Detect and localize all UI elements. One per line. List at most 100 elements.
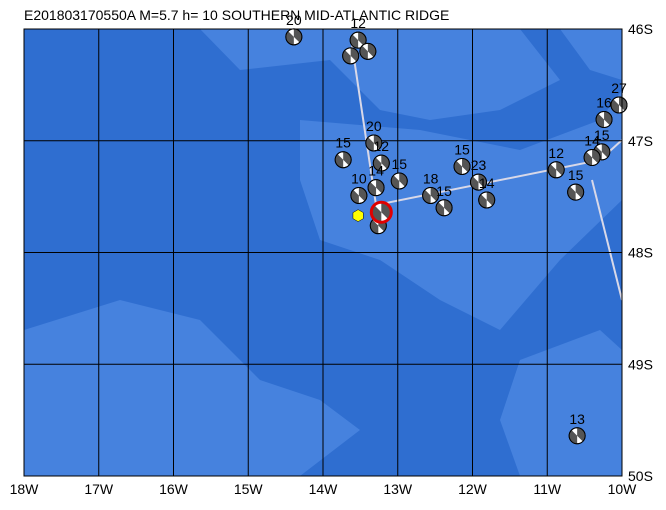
depth-label: 14 xyxy=(368,163,384,179)
beachball xyxy=(359,42,377,60)
depth-label: 15 xyxy=(594,127,610,143)
x-tick-label: 10W xyxy=(608,481,638,497)
x-tick-label: 12W xyxy=(458,481,488,497)
depth-label: 15 xyxy=(335,135,351,151)
beachball xyxy=(365,134,383,152)
beachball xyxy=(478,191,496,209)
beachball xyxy=(547,161,565,179)
beachball-quadrant xyxy=(567,184,584,201)
beachball-quadrant xyxy=(350,32,367,49)
beachball-quadrant xyxy=(584,149,600,166)
beachball xyxy=(285,28,303,46)
beachball-quadrant xyxy=(373,155,390,172)
beachball-outline xyxy=(567,183,585,201)
beachball xyxy=(568,427,586,445)
y-tick-label: 48S xyxy=(628,245,653,261)
beachball xyxy=(350,187,368,205)
beachball xyxy=(567,183,585,201)
beachball-quadrant xyxy=(342,47,359,64)
beachball-quadrant xyxy=(391,172,408,189)
beachball-quadrant xyxy=(350,187,367,204)
beachball xyxy=(390,172,408,190)
beachball xyxy=(334,151,352,169)
beachball-outline xyxy=(349,31,367,49)
beachball-outline xyxy=(478,191,496,209)
beachball-outline xyxy=(547,161,565,179)
depth-label: 16 xyxy=(596,95,612,111)
beachball-quadrant xyxy=(470,174,487,191)
depth-label: 15 xyxy=(568,167,584,183)
beachball-outline xyxy=(359,42,377,60)
depth-label: 15 xyxy=(436,183,452,199)
beachball-quadrant xyxy=(569,427,586,444)
beachball xyxy=(349,31,367,49)
beachball-outline xyxy=(610,96,628,114)
beachball-quadrant xyxy=(436,199,452,216)
depth-label: 20 xyxy=(366,118,382,134)
beachball-outline xyxy=(469,173,487,191)
beachball-quadrant xyxy=(359,43,376,60)
depth-label: 27 xyxy=(611,80,627,96)
beachball xyxy=(435,199,453,217)
beachball-quadrant xyxy=(365,134,382,151)
beachball-quadrant xyxy=(611,96,627,113)
beachball xyxy=(583,149,601,167)
beachball xyxy=(469,173,487,191)
beachball-outline xyxy=(372,154,390,172)
beachball-quadrant xyxy=(454,158,470,175)
beachball-outline xyxy=(390,172,408,190)
depth-label: 15 xyxy=(391,156,407,172)
beachball-outline xyxy=(453,157,471,175)
beachball-quadrant xyxy=(285,28,302,45)
beachball-outline xyxy=(350,187,368,205)
beachball-outline xyxy=(369,200,393,224)
beachball xyxy=(595,111,613,129)
beachball-quadrant xyxy=(478,191,495,208)
depth-label: 14 xyxy=(479,175,495,191)
depth-label: 23 xyxy=(471,157,487,173)
beachball-outline xyxy=(365,134,383,152)
beachball-quadrant xyxy=(371,202,392,223)
beachball-outline xyxy=(334,151,352,169)
y-tick-label: 49S xyxy=(628,356,653,372)
x-tick-label: 15W xyxy=(234,481,264,497)
beachball-quadrant xyxy=(368,179,384,196)
epicenter xyxy=(352,209,364,222)
beachball-outline xyxy=(595,111,613,129)
depth-label: 20 xyxy=(286,12,302,28)
map-title: E201803170550A M=5.7 h= 10 SOUTHERN MID-… xyxy=(24,7,449,23)
beachball-outline xyxy=(422,187,440,205)
depth-label: 18 xyxy=(423,171,439,187)
beachball-outline xyxy=(568,427,586,445)
x-tick-label: 18W xyxy=(10,481,40,497)
beachball-quadrant xyxy=(335,151,352,168)
beachball xyxy=(453,157,471,175)
bathymetry xyxy=(24,29,622,476)
depth-label: 12 xyxy=(374,138,390,154)
x-tick-label: 13W xyxy=(383,481,413,497)
depth-label: 12 xyxy=(548,145,564,161)
y-tick-label: 50S xyxy=(628,468,653,484)
y-tick-label: 47S xyxy=(628,133,653,149)
y-tick-label: 46S xyxy=(628,21,653,37)
beachball-outline xyxy=(435,199,453,217)
x-tick-label: 17W xyxy=(84,481,114,497)
depth-label: 15 xyxy=(454,141,470,157)
depth-label: 13 xyxy=(569,411,585,427)
beachball-quadrant xyxy=(422,187,439,204)
x-tick-label: 11W xyxy=(533,481,562,497)
beachball-quadrant xyxy=(548,161,565,178)
beachball xyxy=(367,179,385,197)
beachball xyxy=(372,154,390,172)
beachball xyxy=(610,96,628,114)
beachball-outline xyxy=(367,179,385,197)
beachball-outline xyxy=(583,149,601,167)
beachball-quadrant xyxy=(596,111,612,128)
frame xyxy=(23,28,623,477)
depth-label: 10 xyxy=(351,171,367,187)
beachball-outline xyxy=(342,47,360,65)
depth-label: 14 xyxy=(584,133,600,149)
beachball xyxy=(422,187,440,205)
x-tick-label: 16W xyxy=(159,481,189,497)
